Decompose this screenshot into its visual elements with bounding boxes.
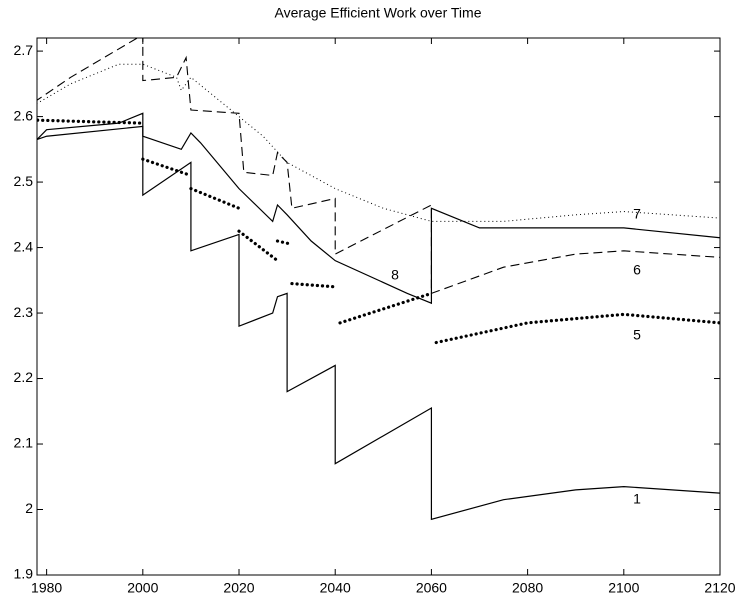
- plot-frame: [36, 37, 721, 576]
- x-tick-label: 2020: [223, 580, 254, 596]
- series-label: 8: [391, 267, 399, 283]
- x-tick-label: 2060: [416, 580, 447, 596]
- y-tick-label: 2.6: [14, 107, 34, 123]
- series-line: [37, 38, 720, 295]
- y-tick-label: 2.7: [14, 42, 34, 58]
- series-label: 6: [633, 262, 641, 278]
- y-tick-label: 2.1: [14, 435, 34, 451]
- chart-title: Average Efficient Work over Time: [275, 5, 482, 21]
- y-tick-label: 1.9: [14, 566, 34, 582]
- series-line: [37, 118, 720, 345]
- x-tick-label: 2100: [608, 580, 639, 596]
- x-tick-label: 2040: [320, 580, 351, 596]
- series-line: [37, 125, 720, 305]
- series-label: 7: [633, 206, 641, 222]
- plot-area: [37, 38, 720, 521]
- y-tick-label: 2.4: [14, 238, 34, 254]
- y-tick-label: 2.3: [14, 304, 34, 320]
- x-tick-label: 2000: [127, 580, 158, 596]
- series-line: [37, 112, 720, 521]
- y-tick-label: 2.2: [14, 369, 34, 385]
- x-tick-label: 2080: [512, 580, 543, 596]
- x-tick-label: 2120: [704, 580, 735, 596]
- series-line: [37, 63, 720, 222]
- series-label: 5: [633, 327, 641, 343]
- series-label: 1: [633, 491, 641, 507]
- y-tick-label: 2.5: [14, 173, 34, 189]
- x-tick-label: 1980: [31, 580, 62, 596]
- y-tick-label: 2: [25, 500, 33, 516]
